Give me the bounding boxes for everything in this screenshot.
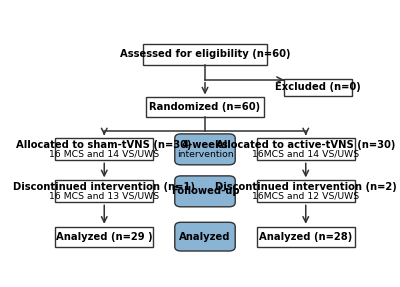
FancyBboxPatch shape bbox=[257, 138, 354, 160]
FancyBboxPatch shape bbox=[284, 79, 352, 96]
FancyBboxPatch shape bbox=[175, 134, 235, 165]
Text: Analyzed: Analyzed bbox=[179, 232, 231, 242]
Text: Assessed for eligibility (n=60): Assessed for eligibility (n=60) bbox=[120, 49, 290, 59]
FancyBboxPatch shape bbox=[257, 227, 354, 247]
Text: Followed-up: Followed-up bbox=[171, 186, 239, 196]
Text: Discontinued intervention (n=2): Discontinued intervention (n=2) bbox=[215, 182, 397, 192]
Text: 16 MCS and 14 VS/UWS: 16 MCS and 14 VS/UWS bbox=[49, 150, 159, 159]
Text: 4-weeks: 4-weeks bbox=[182, 140, 228, 150]
Text: Analyzed (n=29 ): Analyzed (n=29 ) bbox=[56, 232, 152, 242]
FancyBboxPatch shape bbox=[175, 176, 235, 207]
Text: Randomized (n=60): Randomized (n=60) bbox=[150, 102, 260, 113]
Text: 16MCS and 12 VS/UWS: 16MCS and 12 VS/UWS bbox=[252, 192, 359, 201]
FancyBboxPatch shape bbox=[56, 227, 153, 247]
Text: Allocated to sham-tVNS (n=30): Allocated to sham-tVNS (n=30) bbox=[16, 140, 192, 150]
Text: 16 MCS and 13 VS/UWS: 16 MCS and 13 VS/UWS bbox=[49, 192, 159, 201]
FancyBboxPatch shape bbox=[175, 222, 235, 251]
FancyBboxPatch shape bbox=[56, 180, 153, 202]
FancyBboxPatch shape bbox=[143, 44, 267, 65]
FancyBboxPatch shape bbox=[257, 180, 354, 202]
Text: Analyzed (n=28): Analyzed (n=28) bbox=[259, 232, 352, 242]
Text: Allocated to active-tVNS (n=30): Allocated to active-tVNS (n=30) bbox=[216, 140, 396, 150]
Text: intervention: intervention bbox=[177, 150, 233, 159]
FancyBboxPatch shape bbox=[146, 97, 264, 117]
Text: Discontinued intervention (n=1): Discontinued intervention (n=1) bbox=[13, 182, 195, 192]
FancyBboxPatch shape bbox=[56, 138, 153, 160]
Text: Excluded (n=0): Excluded (n=0) bbox=[275, 82, 361, 92]
Text: 16MCS and 14 VS/UWS: 16MCS and 14 VS/UWS bbox=[252, 150, 359, 159]
